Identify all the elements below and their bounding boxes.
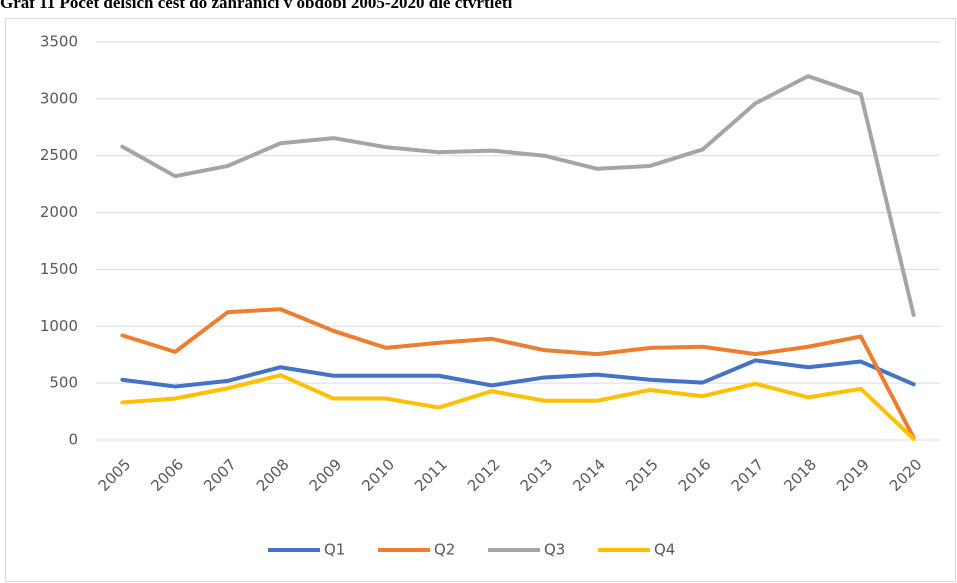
series-line [120, 74, 916, 317]
y-tick-label: 2000 [40, 203, 78, 221]
y-tick-label: 1500 [40, 260, 78, 278]
legend-label: Q4 [654, 541, 675, 559]
y-tick-label: 3500 [40, 33, 78, 51]
series-line [120, 373, 916, 441]
legend-label: Q2 [434, 541, 455, 559]
y-tick-label: 3000 [40, 89, 78, 107]
series-line [120, 358, 916, 389]
chart-title: Graf 11 Počet delších cest do zahraničí … [0, 0, 513, 12]
y-tick-label: 500 [49, 374, 78, 392]
chart-frame [5, 18, 956, 582]
legend-label: Q3 [544, 541, 565, 559]
series-line [120, 307, 916, 440]
legend-label: Q1 [324, 541, 345, 559]
y-tick-label: 2500 [40, 146, 78, 164]
y-tick-label: 0 [68, 431, 78, 449]
y-tick-label: 1000 [40, 317, 78, 335]
